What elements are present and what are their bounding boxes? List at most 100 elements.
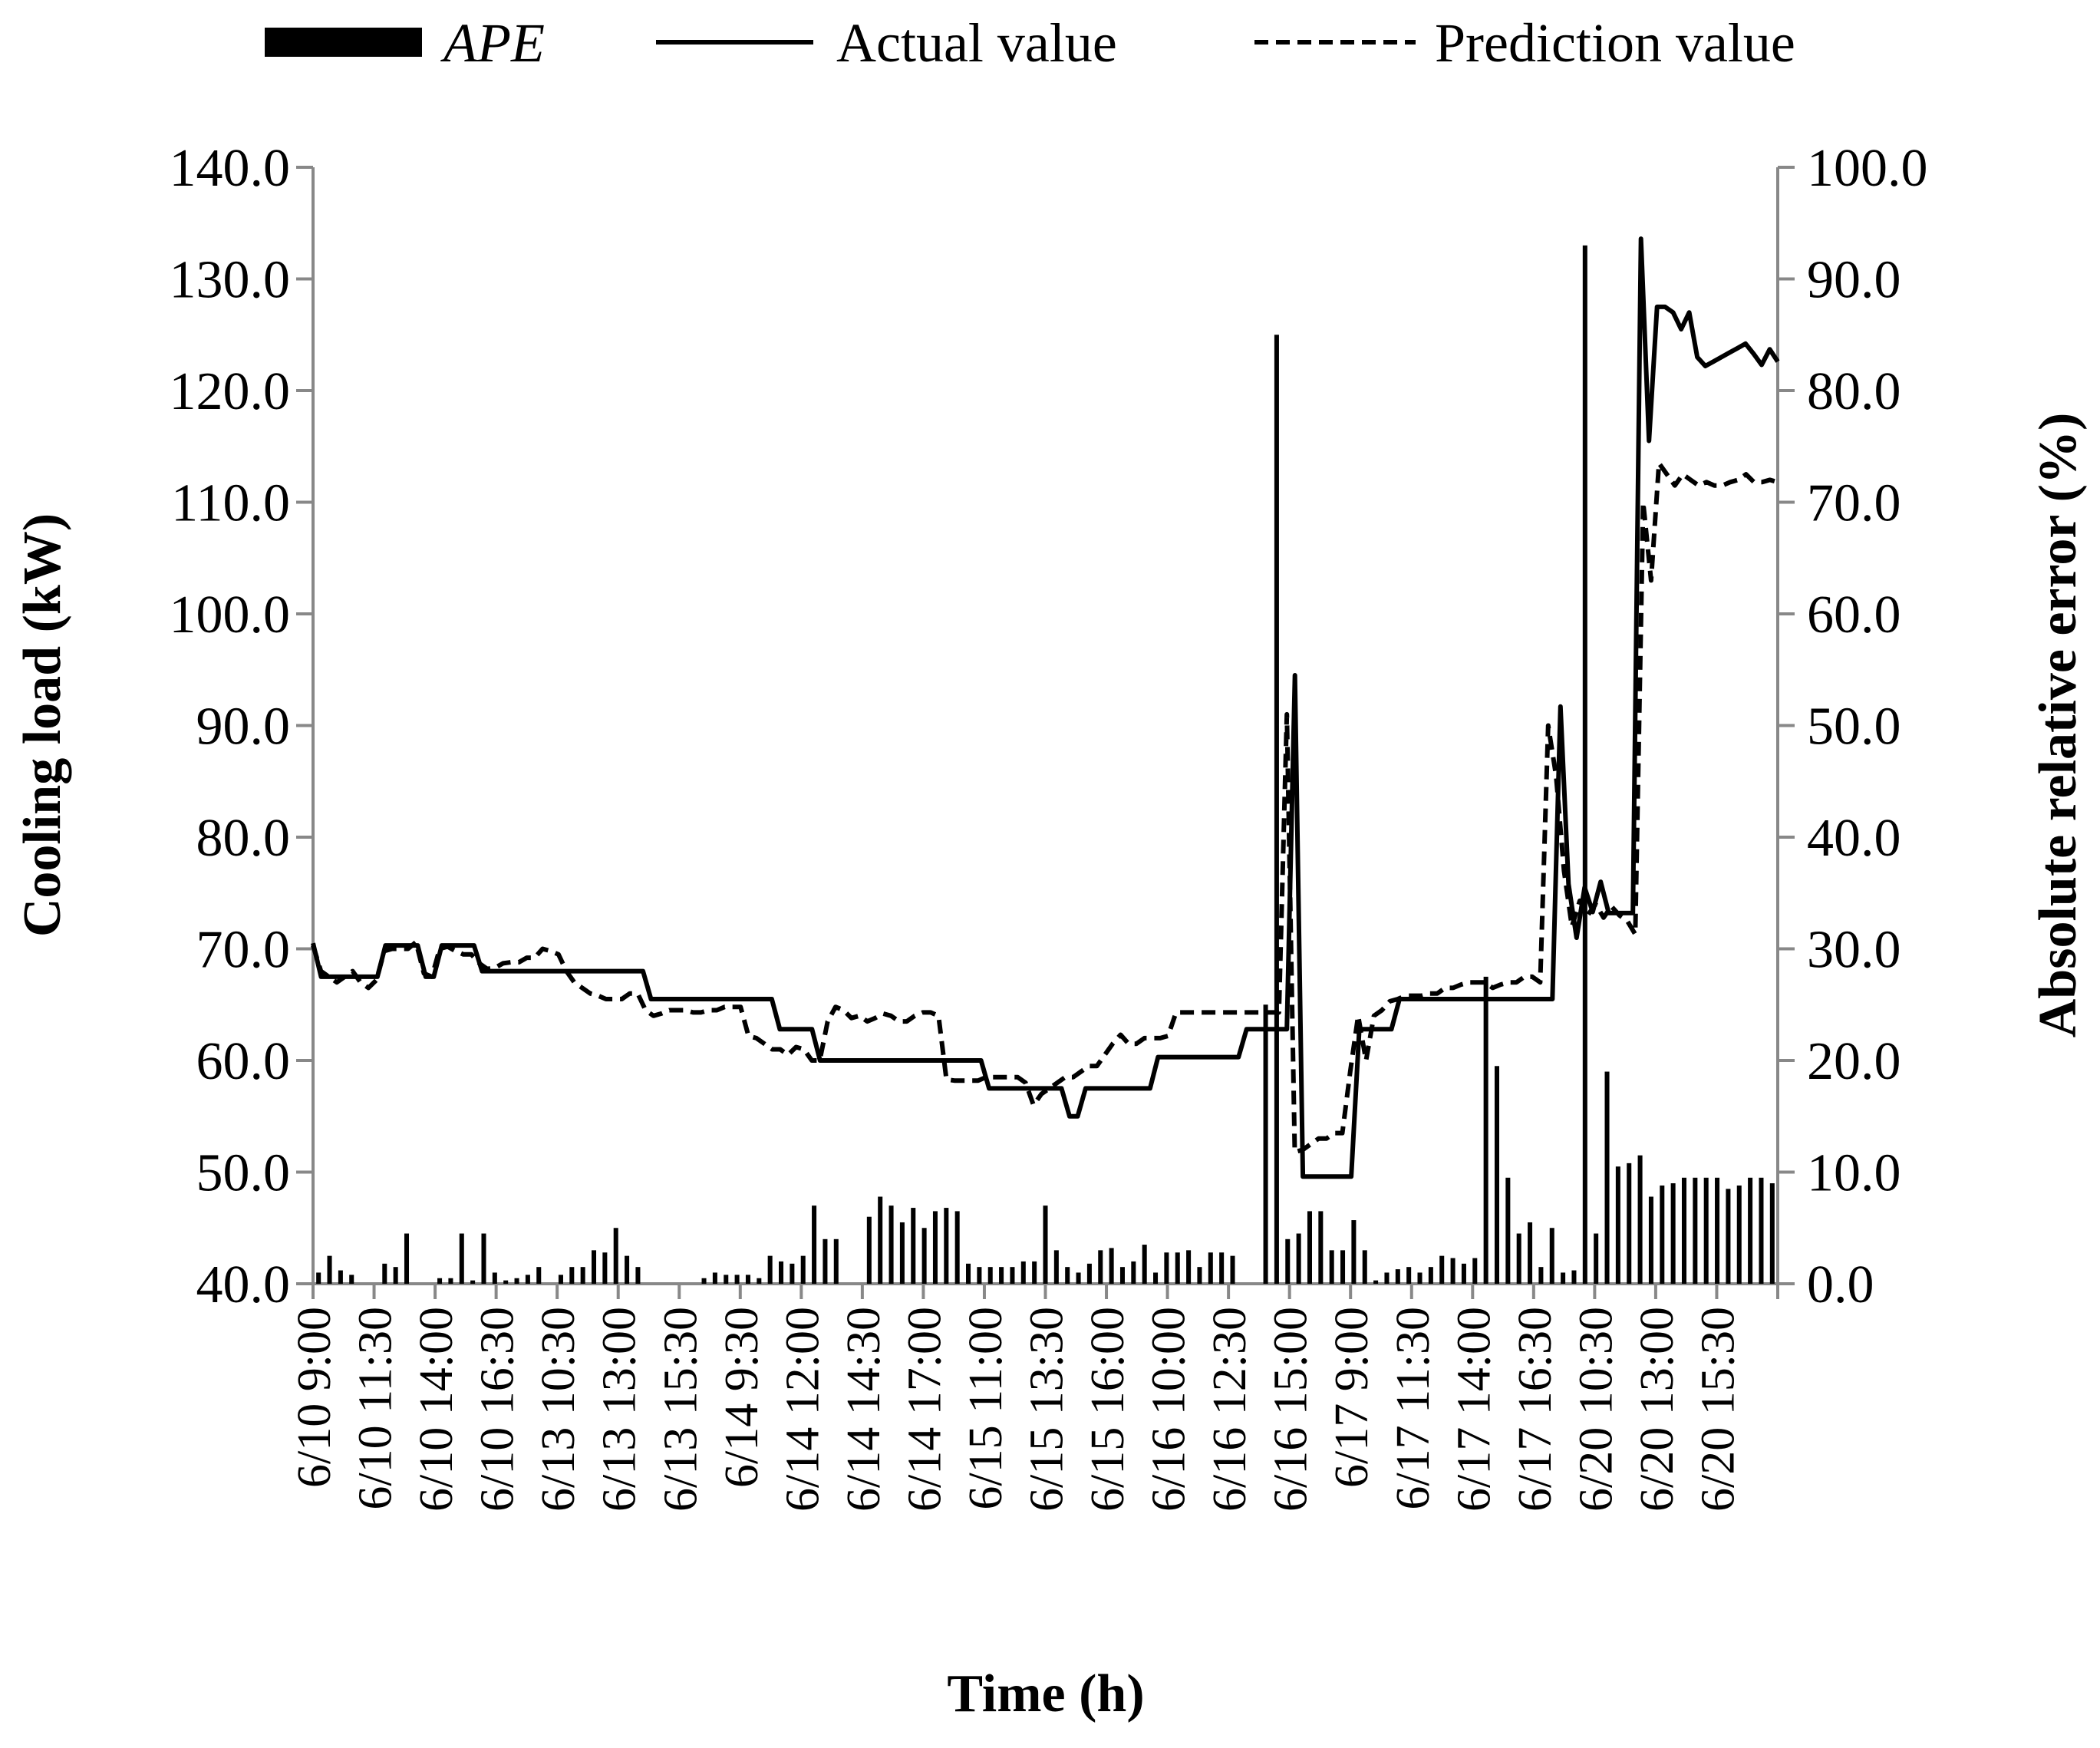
ape-bar — [1726, 1189, 1731, 1284]
ape-bar — [790, 1263, 795, 1284]
ape-bar — [999, 1267, 1004, 1284]
x-tick-label: 6/13 10:30 — [532, 1307, 585, 1512]
ape-bar — [1615, 1166, 1620, 1284]
right-tick-label: 20.0 — [1807, 1032, 1901, 1091]
ape-bar — [1582, 245, 1587, 1285]
ape-bar — [779, 1261, 784, 1284]
left-tick-label: 90.0 — [196, 698, 291, 757]
ape-bar — [1748, 1177, 1753, 1284]
ape-bar — [987, 1267, 993, 1284]
left-tick-label: 70.0 — [196, 921, 291, 980]
ape-bar — [1703, 1177, 1709, 1284]
ape-bar — [1153, 1272, 1159, 1284]
ape-bar — [514, 1278, 519, 1284]
ape-bar — [492, 1272, 497, 1284]
ape-bar — [591, 1250, 597, 1284]
left-tick-label: 140.0 — [170, 139, 291, 198]
ape-bar — [701, 1278, 707, 1284]
x-tick-label: 6/16 12:30 — [1204, 1307, 1256, 1512]
ape-bar — [944, 1208, 949, 1284]
ape-bar — [1637, 1155, 1643, 1284]
right-ticks: 0.0 10.0 20.0 30.0 40.0 50.0 60.0 70.0 80.0 90.0 1… — [1778, 139, 1928, 1314]
x-tick-label: 6/15 11:00 — [960, 1307, 1012, 1510]
ape-bar — [1715, 1177, 1720, 1284]
ape-bar — [1670, 1183, 1676, 1284]
ape-bar — [459, 1233, 464, 1284]
ape-bar — [1274, 335, 1279, 1284]
ape-bar — [1483, 976, 1488, 1284]
ape-bar — [1142, 1245, 1147, 1284]
ape-bar — [878, 1196, 883, 1284]
ape-bar — [1065, 1267, 1070, 1284]
legend-prediction-label: Prediction value — [1435, 12, 1795, 74]
ape-bar — [1119, 1267, 1125, 1284]
ape-bar — [712, 1272, 717, 1284]
ape-bar — [1219, 1252, 1225, 1284]
ape-bar — [1164, 1252, 1169, 1284]
ape-bar — [745, 1275, 750, 1284]
right-tick-label: 80.0 — [1807, 362, 1901, 421]
ape-bar — [1131, 1261, 1136, 1284]
ape-bar — [1759, 1177, 1764, 1284]
x-tick-label: 6/16 10:00 — [1143, 1307, 1195, 1512]
left-tick-label: 50.0 — [196, 1144, 291, 1203]
ape-bar — [1318, 1211, 1324, 1284]
x-tick-label: 6/17 9:00 — [1326, 1307, 1378, 1488]
right-tick-label: 0.0 — [1807, 1255, 1874, 1314]
x-tick-label: 6/13 13:00 — [594, 1307, 646, 1512]
ape-bar — [1516, 1233, 1521, 1284]
ape-bar — [1109, 1248, 1114, 1284]
ape-bar — [1450, 1258, 1455, 1284]
ape-bar — [977, 1267, 982, 1284]
ape-bar — [757, 1278, 762, 1284]
ape-bar — [569, 1267, 575, 1284]
x-tick-label: 6/20 15:30 — [1692, 1307, 1744, 1512]
ape-bar — [921, 1228, 927, 1284]
ape-bar — [1528, 1222, 1533, 1284]
x-tick-label: 6/17 11:30 — [1387, 1307, 1439, 1510]
actual-value-line — [311, 236, 1780, 1179]
ape-bar — [833, 1238, 839, 1284]
ape-bar — [1769, 1183, 1775, 1284]
ape-bar — [1571, 1270, 1577, 1284]
ape-bar — [1362, 1250, 1367, 1284]
x-tick-label: 6/14 14:30 — [838, 1307, 890, 1512]
ape-bar — [1384, 1272, 1390, 1284]
ape-bar — [1296, 1233, 1301, 1284]
left-tick-label: 120.0 — [170, 362, 291, 421]
ape-bar — [470, 1280, 476, 1284]
ape-bar — [1098, 1250, 1103, 1284]
y-axis-title: Cooling load (kW) — [13, 513, 72, 937]
ape-bar — [1472, 1258, 1478, 1284]
left-ticks: 40.0 50.0 60.0 70.0 80.0 90.0 100.0 110.0 120.0 1… — [170, 139, 313, 1314]
left-tick-label: 130.0 — [170, 251, 291, 310]
ape-bar — [1395, 1269, 1400, 1284]
ape-bar — [1693, 1177, 1698, 1284]
ape-bar — [1032, 1261, 1037, 1284]
x-tick-label: 6/15 13:30 — [1021, 1307, 1073, 1512]
ape-bar — [767, 1255, 773, 1284]
ape-bar — [613, 1228, 618, 1284]
ape-bar — [1197, 1267, 1202, 1284]
left-tick-label: 100.0 — [170, 585, 291, 645]
x-tick-label: 6/20 13:00 — [1631, 1307, 1683, 1512]
right-tick-label: 60.0 — [1807, 585, 1901, 645]
right-tick-label: 30.0 — [1807, 921, 1901, 980]
ape-bar — [580, 1267, 585, 1284]
prediction-value-series — [311, 460, 1779, 1155]
actual-value-series — [311, 236, 1780, 1179]
ape-bar — [1307, 1211, 1312, 1284]
ape-bar — [1076, 1272, 1081, 1284]
ape-bar — [1681, 1177, 1687, 1284]
legend: APE Actual value Prediction value — [265, 12, 1795, 74]
ape-bar — [954, 1211, 960, 1284]
ape-bar — [1627, 1163, 1632, 1284]
right-tick-label: 50.0 — [1807, 698, 1901, 757]
right-tick-label: 90.0 — [1807, 251, 1901, 310]
x-tick-label: 6/17 14:00 — [1448, 1307, 1500, 1512]
left-tick-label: 60.0 — [196, 1032, 291, 1091]
x-tick-label: 6/10 14:00 — [410, 1307, 463, 1512]
ape-bar — [316, 1272, 321, 1284]
ape-bar — [1053, 1250, 1059, 1284]
